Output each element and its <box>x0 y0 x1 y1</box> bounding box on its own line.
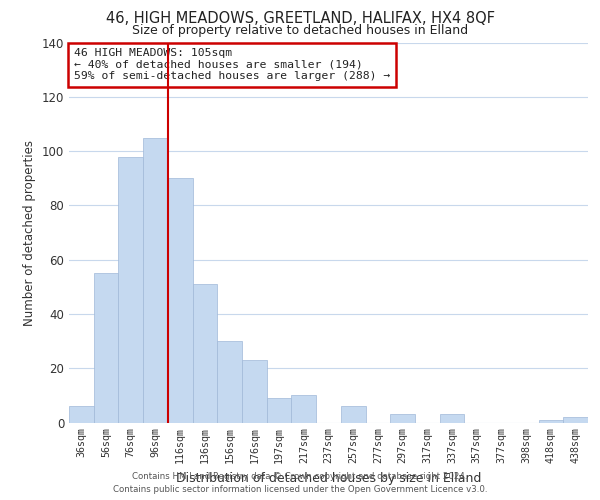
X-axis label: Distribution of detached houses by size in Elland: Distribution of detached houses by size … <box>176 472 481 484</box>
Bar <box>563 417 588 422</box>
Text: 46 HIGH MEADOWS: 105sqm
← 40% of detached houses are smaller (194)
59% of semi-d: 46 HIGH MEADOWS: 105sqm ← 40% of detache… <box>74 48 391 82</box>
Bar <box>440 414 464 422</box>
Bar <box>193 284 217 422</box>
Bar <box>267 398 292 422</box>
Bar <box>539 420 563 422</box>
Bar <box>242 360 267 422</box>
Text: Size of property relative to detached houses in Elland: Size of property relative to detached ho… <box>132 24 468 37</box>
Bar <box>390 414 415 422</box>
Bar <box>292 396 316 422</box>
Bar <box>341 406 365 422</box>
Bar <box>118 156 143 422</box>
Text: Contains HM Land Registry data © Crown copyright and database right 2024.
Contai: Contains HM Land Registry data © Crown c… <box>113 472 487 494</box>
Bar <box>94 273 118 422</box>
Bar <box>168 178 193 422</box>
Bar <box>143 138 168 422</box>
Bar <box>217 341 242 422</box>
Text: 46, HIGH MEADOWS, GREETLAND, HALIFAX, HX4 8QF: 46, HIGH MEADOWS, GREETLAND, HALIFAX, HX… <box>106 11 494 26</box>
Y-axis label: Number of detached properties: Number of detached properties <box>23 140 36 326</box>
Bar <box>69 406 94 422</box>
